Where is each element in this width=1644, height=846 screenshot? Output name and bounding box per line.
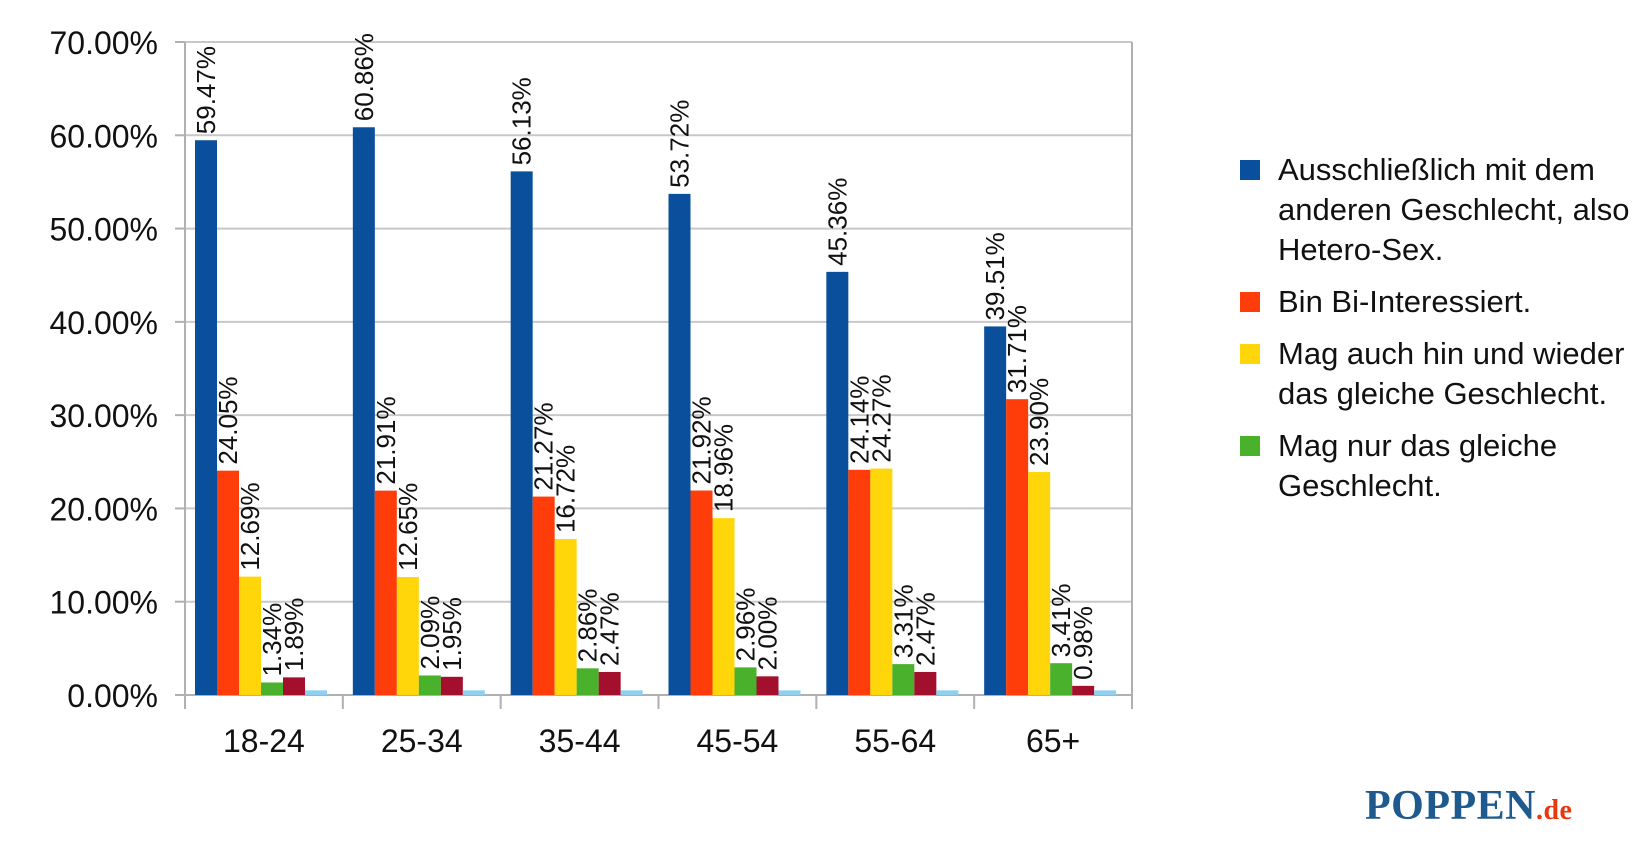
bar: [576, 668, 599, 695]
bar: [1050, 663, 1073, 695]
bar: [984, 326, 1007, 695]
x-tick-label: 55-64: [854, 723, 936, 759]
data-label: 53.72%: [665, 100, 695, 188]
brand-logo: POPPEN.de: [1365, 782, 1572, 830]
bar: [620, 690, 643, 695]
data-label: 24.05%: [213, 376, 243, 464]
data-label: 2.96%: [731, 588, 761, 662]
bar: [261, 682, 283, 695]
bar: [848, 469, 871, 695]
bar: [1006, 399, 1029, 695]
bar: [440, 676, 463, 695]
bar: [756, 676, 779, 695]
legend-swatch-hetero: [1240, 160, 1260, 180]
x-tick-label: 25-34: [381, 723, 463, 759]
bar: [239, 576, 261, 695]
bar: [462, 690, 485, 695]
y-tick-label: 50.00%: [49, 212, 158, 248]
x-tick-label: 45-54: [696, 723, 778, 759]
bar: [305, 690, 327, 695]
bar: [217, 470, 239, 695]
legend-swatch-only-same: [1240, 436, 1260, 456]
bar: [510, 171, 533, 696]
data-label: 59.47%: [191, 46, 221, 134]
bar: [690, 490, 713, 695]
y-tick-label: 70.00%: [49, 25, 158, 61]
y-tick-label: 0.00%: [67, 678, 158, 714]
bar: [892, 664, 915, 695]
data-label: 39.51%: [980, 232, 1010, 320]
data-label: 21.27%: [529, 402, 559, 490]
bar: [1028, 472, 1051, 695]
data-label: 0.98%: [1068, 606, 1098, 680]
data-label: 21.91%: [371, 396, 401, 484]
bar: [396, 576, 419, 695]
x-tick-label: 35-44: [539, 723, 621, 759]
chart-legend: Ausschließlich mit dem anderen Geschlech…: [1240, 150, 1640, 518]
legend-item-hetero: Ausschließlich mit dem anderen Geschlech…: [1240, 150, 1640, 270]
x-tick-label: 65+: [1026, 723, 1080, 759]
legend-item-sometimes-same: Mag auch hin und wieder das gleiche Gesc…: [1240, 334, 1640, 414]
legend-label-only-same: Mag nur das gleiche Geschlecht.: [1278, 428, 1558, 503]
bar: [352, 127, 375, 696]
data-label: 12.69%: [235, 482, 265, 570]
bar: [418, 675, 441, 695]
brand-tld: .de: [1535, 795, 1573, 826]
bar: [712, 518, 735, 695]
data-label: 2.47%: [595, 592, 625, 666]
data-label: 1.89%: [279, 598, 309, 672]
data-label: 24.27%: [866, 374, 896, 462]
bar: [283, 677, 305, 695]
data-label: 3.31%: [888, 584, 918, 658]
legend-swatch-bi: [1240, 292, 1260, 312]
brand-name: POPPEN: [1365, 783, 1536, 829]
legend-label-sometimes-same: Mag auch hin und wieder das gleiche Gesc…: [1278, 336, 1625, 411]
data-label: 24.14%: [844, 376, 874, 464]
bar: [195, 140, 217, 695]
x-tick-label: 18-24: [223, 723, 305, 759]
legend-swatch-sometimes-same: [1240, 344, 1260, 364]
data-label: 16.72%: [551, 445, 581, 533]
bar: [778, 690, 801, 695]
legend-item-only-same: Mag nur das gleiche Geschlecht.: [1240, 426, 1640, 506]
legend-label-hetero: Ausschließlich mit dem anderen Geschlech…: [1278, 152, 1630, 267]
y-tick-label: 60.00%: [49, 118, 158, 154]
data-label: 21.92%: [687, 396, 717, 484]
bar: [826, 271, 849, 695]
data-label: 1.95%: [437, 597, 467, 671]
bar: [936, 690, 959, 695]
data-label: 12.65%: [393, 483, 423, 571]
data-label: 56.13%: [507, 77, 537, 165]
data-label: 2.00%: [753, 597, 783, 671]
bar-chart: 0.00% 10.00% 20.00% 30.00% 40.00% 50.00% 60.00…: [49, 25, 1133, 759]
data-label: 2.47%: [910, 592, 940, 666]
legend-item-bi: Bin Bi-Interessiert.: [1240, 282, 1640, 322]
bar: [532, 496, 555, 695]
data-label: 3.41%: [1046, 583, 1076, 657]
bar: [598, 671, 621, 695]
bar: [734, 667, 757, 695]
data-label: 23.90%: [1024, 378, 1054, 466]
data-label: 60.86%: [349, 33, 379, 121]
bar: [914, 671, 937, 695]
data-label: 2.09%: [415, 596, 445, 670]
data-label: 1.34%: [257, 603, 287, 677]
y-tick-label: 20.00%: [49, 491, 158, 527]
y-tick-label: 30.00%: [49, 398, 158, 434]
data-label: 18.96%: [709, 424, 739, 512]
bar: [668, 193, 691, 695]
legend-label-bi: Bin Bi-Interessiert.: [1278, 284, 1532, 319]
bar: [554, 539, 577, 695]
bar: [870, 468, 893, 695]
y-tick-label: 40.00%: [49, 305, 158, 341]
bar: [1094, 690, 1117, 695]
bar: [1072, 685, 1095, 695]
y-tick-label: 10.00%: [49, 585, 158, 621]
data-label: 45.36%: [822, 178, 852, 266]
bar: [374, 490, 397, 695]
data-label: 31.71%: [1002, 305, 1032, 393]
data-label: 2.86%: [573, 589, 603, 663]
